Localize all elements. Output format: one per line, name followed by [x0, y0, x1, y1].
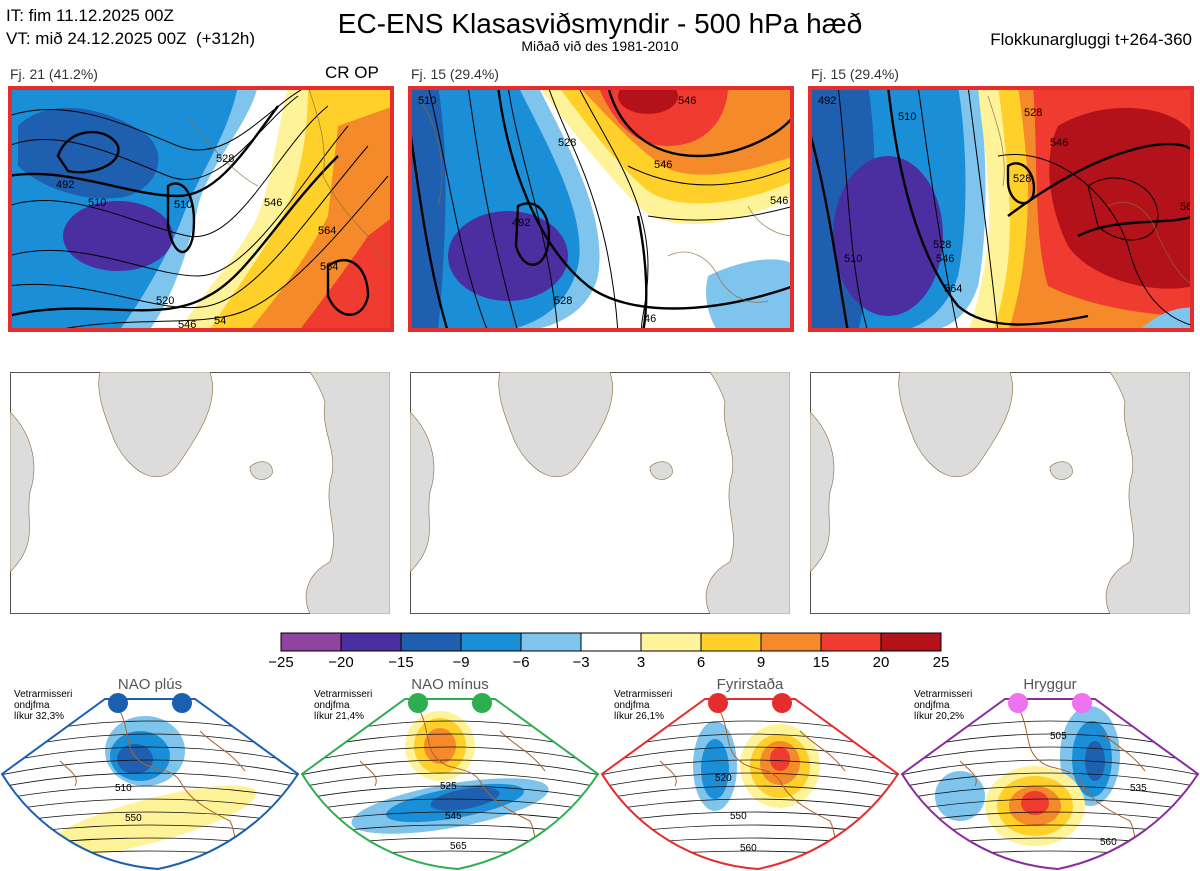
regime-contour-label: 525 [440, 781, 457, 792]
classification-window: Flokkunargluggi t+264-360 [990, 30, 1192, 49]
regime-contour-label: 565 [450, 841, 467, 852]
regime-title: Fyrirstaða [716, 676, 784, 693]
contour-label: 528 [554, 295, 572, 307]
regime-probability-note: Vetrarmisseri ondjfma líkur 26,1% [614, 689, 673, 722]
contour-label: 492 [818, 95, 836, 107]
contour-label: 520 [156, 295, 174, 307]
colorbar-tick-label: 25 [932, 654, 950, 671]
cluster-map-2: 510 528 546 546 492 528 46 546 [408, 86, 794, 332]
regime-title: Hryggur [1023, 676, 1077, 693]
colorbar-tick-label: 6 [696, 654, 706, 671]
contour-label: 546 [1050, 137, 1068, 149]
regime-contour-label: 535 [1130, 783, 1147, 794]
regime-contour-label: 510 [115, 783, 132, 794]
colorbar-swatch [280, 632, 342, 652]
regime-fan-map: 520 550 560 [600, 693, 900, 871]
regime-contour-label: 520 [715, 773, 732, 784]
regime-fan-map: 510 550 [0, 693, 300, 871]
colorbar-tick-label: −9 [452, 654, 470, 671]
colorbar-swatch [340, 632, 402, 652]
regime-marker-dot [708, 693, 728, 713]
regime-title: NAO plús [117, 676, 183, 693]
regime-contour-label: 560 [740, 843, 757, 854]
regime-contour-label: 550 [125, 813, 142, 824]
regime-marker-dot [1008, 693, 1028, 713]
cluster-map-1: 492 510 510 528 546 520 564 564 546 54 [8, 86, 394, 332]
init-time: IT: fim 11.12.2025 00Z [6, 6, 174, 25]
contour-label: 528 [558, 137, 576, 149]
contour-label: 510 [418, 95, 436, 107]
contour-label: 528 [933, 239, 951, 251]
contour-label: 564 [318, 225, 336, 237]
colorbar-swatch [460, 632, 522, 652]
colorbar-swatch [520, 632, 582, 652]
contour-label: 510 [898, 111, 916, 123]
contour-label: 528 [1013, 173, 1031, 185]
contour-label: 510 [88, 197, 106, 209]
colorbar-swatch [640, 632, 702, 652]
regime-contour-label: 505 [1050, 731, 1067, 742]
panel-1-tag: CR OP [325, 63, 379, 82]
page-subtitle: Miðað við des 1981-2010 [521, 38, 679, 54]
contour-label: 546 [678, 95, 696, 107]
colorbar-tick-label: 3 [636, 654, 646, 671]
colorbar-tick-label: −6 [512, 654, 530, 671]
colorbar-tick-label: −15 [388, 654, 414, 671]
contour-label: 510 [174, 199, 192, 211]
regime-contour-label: 550 [730, 811, 747, 822]
panel-3-label: Fj. 15 (29.4%) [811, 66, 899, 82]
empty-map-3 [810, 372, 1190, 614]
cluster-map-3: 492 510 528 528 546 510 564 528 546 56 [808, 86, 1194, 332]
regime-title: NAO mínus [411, 676, 489, 693]
empty-map-2 [410, 372, 790, 614]
colorbar-tick-label: 9 [756, 654, 766, 671]
colorbar-swatch [820, 632, 882, 652]
regime-marker-dot [472, 693, 492, 713]
colorbar-tick-label: 20 [872, 654, 890, 671]
contour-label: 492 [56, 179, 74, 191]
contour-label: 528 [216, 153, 234, 165]
regime-contour-label: 560 [1100, 837, 1117, 848]
contour-label: 510 [844, 253, 862, 265]
regime-probability-note: Vetrarmisseri ondjfma líkur 20,2% [914, 689, 973, 722]
regime-contour-label: 545 [445, 811, 462, 822]
contour-label: 46 [644, 313, 656, 325]
colorbar-swatch [400, 632, 462, 652]
contour-label: 546 [770, 195, 788, 207]
page-title: EC-ENS Klasasviðsmyndir - 500 hPa hæð [337, 8, 863, 39]
colorbar-swatch [700, 632, 762, 652]
colorbar-swatch [760, 632, 822, 652]
contour-label: 528 [1024, 107, 1042, 119]
colorbar-swatch [580, 632, 642, 652]
colorbar-tick-label: −3 [572, 654, 590, 671]
contour-label: 54 [214, 315, 226, 327]
regime-marker-dot [408, 693, 428, 713]
header-info: IT: fim 11.12.2025 00Z VT: mið 24.12.202… [6, 4, 255, 50]
regime-marker-dot [772, 693, 792, 713]
contour-label: 56 [1180, 201, 1192, 213]
regime-fan-map: 525 545 565 [300, 693, 600, 871]
regime-probability-note: Vetrarmisseri ondjfma líkur 32,3% [14, 689, 73, 722]
colorbar-swatch [880, 632, 942, 652]
regime-marker-dot [172, 693, 192, 713]
empty-map-1 [10, 372, 390, 614]
colorbar-tick-label: −20 [328, 654, 354, 671]
contour-label: 564 [320, 261, 338, 273]
valid-time: VT: mið 24.12.2025 00Z (+312h) [6, 29, 256, 48]
colorbar-tick-label: 15 [812, 654, 830, 671]
colorbar [280, 632, 942, 652]
contour-label: 492 [512, 217, 530, 229]
regime-marker-dot [1072, 693, 1092, 713]
regime-fan-map: 505 535 560 [900, 693, 1200, 871]
contour-label: 564 [944, 283, 962, 295]
contour-label: 546 [936, 253, 954, 265]
panel-1-label: Fj. 21 (41.2%) [10, 66, 98, 82]
regime-probability-note: Vetrarmisseri ondjfma líkur 21,4% [314, 689, 373, 722]
regime-marker-dot [108, 693, 128, 713]
contour-label: 546 [264, 197, 282, 209]
colorbar-tick-label: −25 [268, 654, 294, 671]
panel-2-label: Fj. 15 (29.4%) [411, 66, 499, 82]
contour-label: 546 [654, 159, 672, 171]
